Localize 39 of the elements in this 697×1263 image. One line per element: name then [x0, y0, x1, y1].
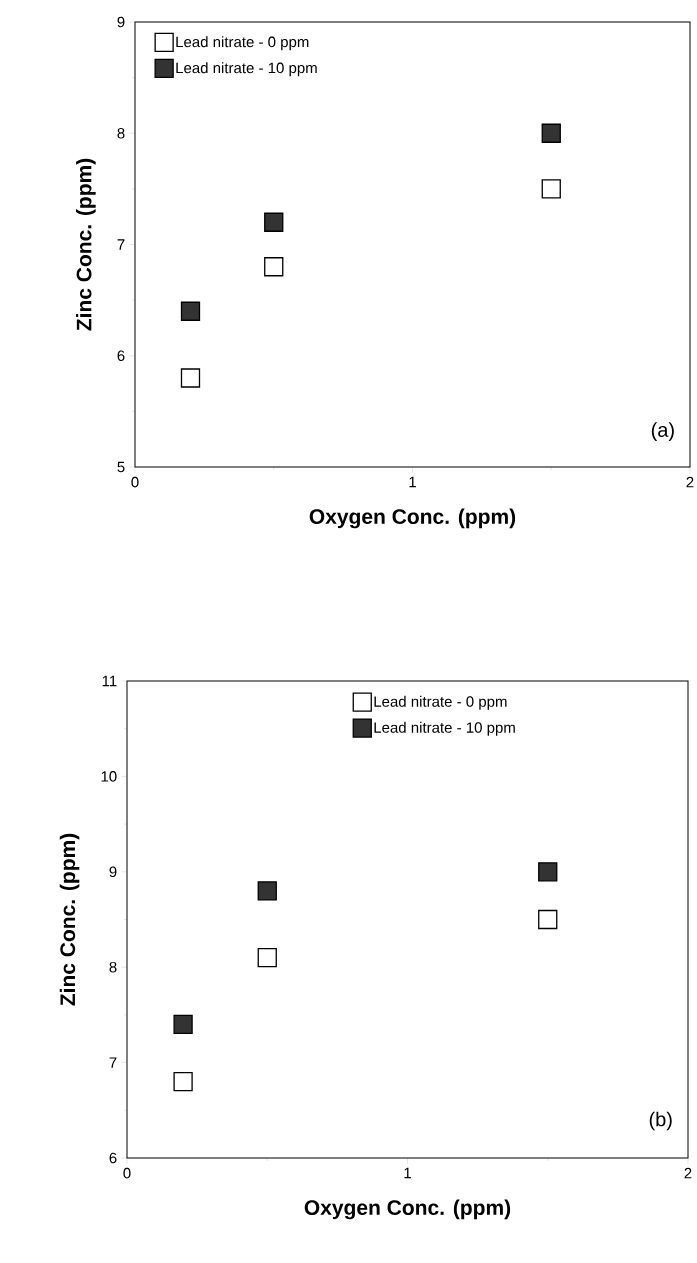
point [180, 301, 201, 321]
point [173, 1072, 193, 1092]
y-tick-label: 6 [109, 1152, 117, 1164]
x-tick-label: 0 [123, 1167, 131, 1179]
point [538, 909, 558, 930]
point [541, 123, 561, 143]
y-tick-label: 6 [117, 350, 125, 362]
annotation: (a) [651, 422, 674, 441]
y-axis-title: Zinc Conc. (ppm) [59, 833, 80, 1006]
point [264, 212, 284, 232]
x-tick-label: 1 [404, 1167, 411, 1179]
legend-label: Lead nitrate - 10 ppm [176, 62, 317, 77]
y-tick-label: 5 [117, 461, 125, 473]
annotation: (b) [649, 1111, 672, 1131]
y-tick-label: 8 [109, 961, 117, 973]
x-axis-title: Oxygen Conc. (ppm) [304, 1199, 511, 1220]
legend-label: Lead nitrate - 10 ppm [374, 721, 515, 736]
point [173, 1014, 193, 1035]
y-tick-label: 9 [109, 866, 117, 878]
point [264, 257, 284, 277]
x-axis-title: Oxygen Conc. (ppm) [309, 508, 516, 529]
y-tick-label: 8 [117, 127, 125, 139]
y-tick-label: 11 [102, 675, 117, 687]
y-tick-label: 10 [101, 771, 117, 782]
x-tick-label: 2 [684, 1167, 692, 1179]
y-axis-title: Zinc Conc. (ppm) [76, 158, 96, 331]
point [180, 368, 201, 388]
x-tick-label: 0 [131, 476, 139, 488]
legend-label: Lead nitrate - 0 ppm [176, 36, 309, 51]
point [541, 179, 561, 199]
y-tick-label: 7 [117, 239, 125, 250]
y-tick-label: 7 [109, 1057, 117, 1068]
legend-label: Lead nitrate - 0 ppm [374, 695, 507, 710]
y-tick-label: 9 [117, 16, 125, 28]
point [257, 881, 277, 901]
point [538, 862, 558, 882]
point [257, 948, 277, 968]
x-tick-label: 2 [686, 476, 694, 488]
x-tick-label: 1 [409, 476, 416, 488]
